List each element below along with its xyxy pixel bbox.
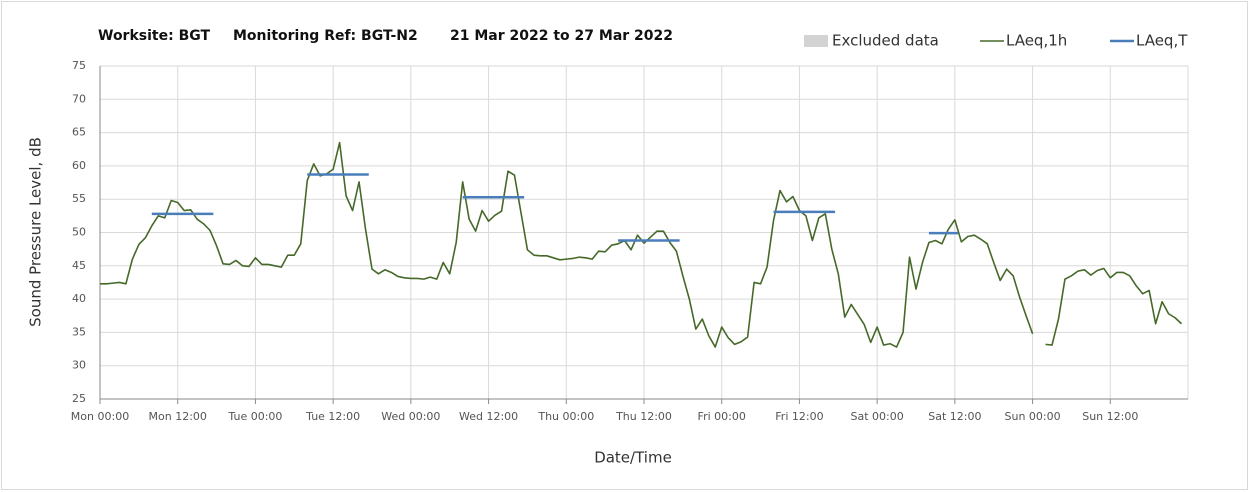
- y-tick-label: 40: [72, 292, 86, 305]
- x-tick-label: Mon 00:00: [71, 410, 129, 423]
- y-tick-label: 60: [72, 159, 86, 172]
- y-tick-label: 65: [72, 126, 86, 139]
- y-tick-label: 55: [72, 192, 86, 205]
- y-tick-label: 70: [72, 92, 86, 105]
- chart-title: Worksite: BGT: [98, 28, 210, 44]
- x-tick-label: Thu 12:00: [615, 410, 672, 423]
- x-tick-label: Tue 00:00: [227, 410, 282, 423]
- y-tick-label: 45: [72, 259, 86, 272]
- x-tick-label: Sun 00:00: [1005, 410, 1061, 423]
- y-axis-label: Sound Pressure Level, dB: [27, 137, 45, 327]
- x-tick-label: Wed 12:00: [459, 410, 518, 423]
- x-tick-label: Mon 12:00: [149, 410, 207, 423]
- y-tick-label: 75: [72, 59, 86, 72]
- x-tick-label: Sat 12:00: [928, 410, 981, 423]
- x-tick-label: Sat 00:00: [851, 410, 904, 423]
- y-tick-label: 30: [72, 359, 86, 372]
- chart-title: Monitoring Ref: BGT-N2: [233, 28, 418, 44]
- x-tick-label: Sun 12:00: [1082, 410, 1138, 423]
- y-tick-label: 25: [72, 392, 86, 405]
- chart-title: 21 Mar 2022 to 27 Mar 2022: [450, 28, 673, 44]
- legend-label: LAeq,1h: [1006, 32, 1067, 50]
- y-tick-label: 50: [72, 226, 86, 239]
- data-line: [100, 141, 1183, 348]
- x-tick-label: Fri 00:00: [698, 410, 746, 423]
- legend-label: Excluded data: [832, 32, 939, 50]
- x-tick-label: Wed 00:00: [381, 410, 440, 423]
- legend-swatch: [804, 35, 828, 47]
- x-axis-label: Date/Time: [594, 449, 672, 467]
- y-tick-label: 35: [72, 325, 86, 338]
- x-tick-label: Thu 00:00: [537, 410, 594, 423]
- x-tick-label: Fri 12:00: [775, 410, 823, 423]
- x-tick-label: Tue 12:00: [305, 410, 360, 423]
- legend-label: LAeq,T: [1136, 32, 1188, 50]
